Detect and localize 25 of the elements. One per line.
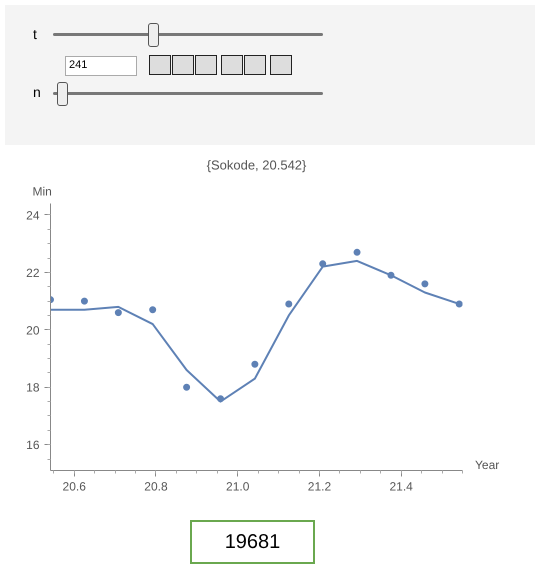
- point: [149, 306, 156, 314]
- point: [354, 248, 361, 256]
- x-tick-label: 21.4: [390, 480, 414, 494]
- y-tick-label: 22: [26, 266, 40, 280]
- x-axis-title: Year: [475, 457, 500, 474]
- point: [251, 360, 258, 368]
- x-tick-label: 20.6: [62, 480, 86, 494]
- text: 19681: [190, 520, 315, 564]
- y-tick-label: 18: [26, 380, 40, 395]
- text: n: [33, 83, 42, 102]
- x-tick-label: 21.0: [226, 480, 250, 494]
- x-tick-label: 20.8: [144, 480, 168, 494]
- point: [421, 280, 428, 288]
- y-axis-title: Min: [32, 184, 52, 198]
- point: [183, 384, 190, 391]
- x-tick-label: 21.2: [308, 480, 332, 494]
- point: [114, 309, 122, 316]
- y-tick-label: 24: [26, 208, 40, 222]
- y-tick-label: 16: [26, 438, 40, 452]
- chart-title: {Sokode, 20.542}: [206, 158, 308, 172]
- y-tick-label: 20: [26, 323, 40, 338]
- text: t: [33, 24, 38, 44]
- text: 241: [65, 56, 137, 76]
- point: [285, 300, 292, 308]
- point: [80, 298, 88, 305]
